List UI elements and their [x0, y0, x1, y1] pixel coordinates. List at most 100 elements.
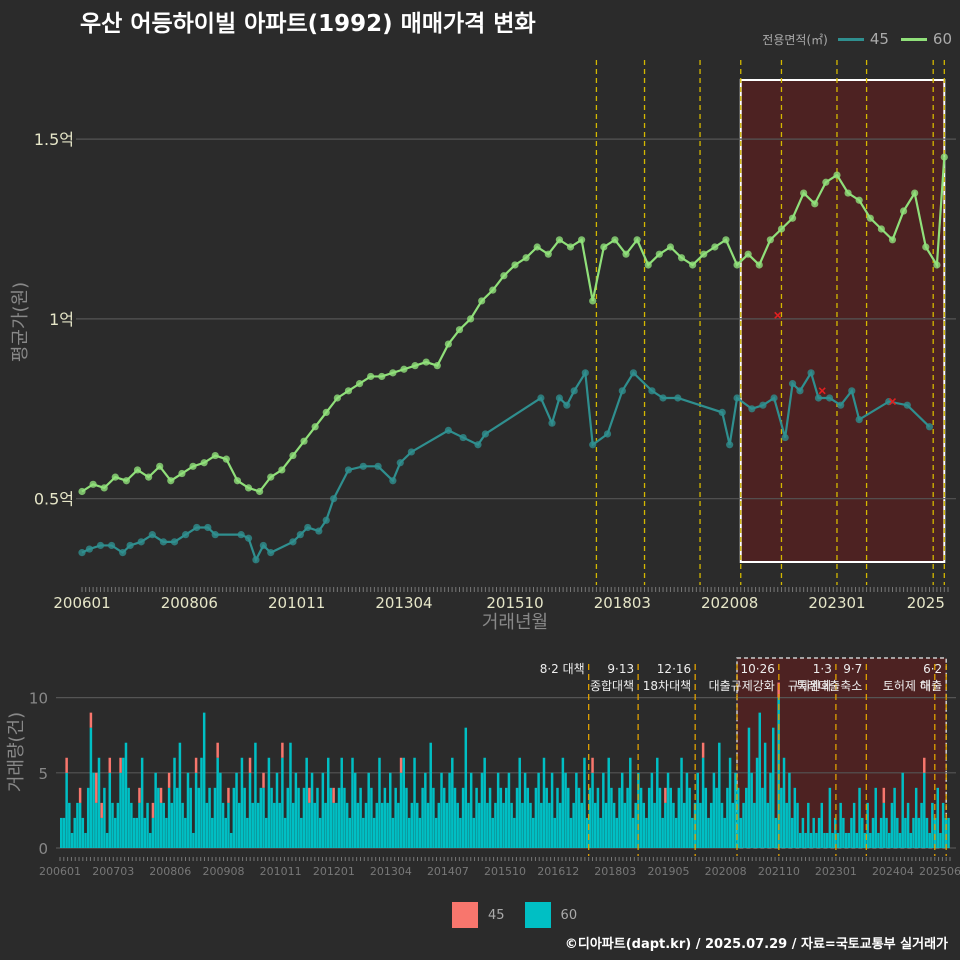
- data-point-60: [855, 196, 863, 204]
- x-tick-label: 201304: [375, 594, 432, 612]
- data-point-45: [252, 556, 260, 564]
- volume-bar-60: [362, 817, 365, 848]
- data-point-60: [566, 243, 575, 251]
- volume-bar-60: [246, 817, 249, 848]
- data-point-60: [433, 362, 441, 370]
- volume-bar-60: [165, 817, 168, 848]
- volume-bar-60: [755, 757, 759, 848]
- data-point-60: [511, 261, 519, 269]
- volume-bar-60: [553, 817, 557, 848]
- volume-bar-60: [861, 817, 864, 848]
- volume-legend: 45 60: [452, 902, 587, 928]
- volume-bar-60: [772, 727, 775, 848]
- volume-bar-60: [591, 772, 594, 848]
- volume-bar-60: [923, 772, 926, 848]
- volume-bar-60: [890, 802, 894, 848]
- highlight-region: [739, 79, 946, 563]
- volume-bar-60: [68, 802, 71, 848]
- data-point-60: [355, 380, 364, 388]
- volume-bar-60: [116, 802, 120, 848]
- volume-bar-60: [205, 802, 209, 848]
- volume-bar-60: [909, 832, 913, 848]
- data-point-60: [800, 189, 808, 197]
- data-point-45: [885, 398, 893, 406]
- volume-bar-60: [785, 802, 788, 848]
- volume-bar-60: [577, 787, 581, 848]
- volume-bar-60: [243, 787, 246, 848]
- policy-label: 6·2: [923, 662, 942, 676]
- volume-bar-60: [540, 802, 543, 848]
- volume-bar-60: [202, 712, 206, 848]
- x-tick-label: 202008: [701, 594, 758, 612]
- data-point-60: [589, 297, 597, 305]
- volume-bar-60: [305, 757, 308, 848]
- data-point-60: [411, 362, 419, 370]
- volume-bar-45: [882, 787, 886, 803]
- volume-bar-60: [281, 757, 284, 848]
- volume-bar-60: [699, 802, 702, 848]
- data-point-60: [677, 254, 686, 262]
- volume-bar-60: [451, 757, 454, 848]
- volume-bar-60: [852, 802, 856, 848]
- volume-bar-60: [140, 757, 144, 848]
- volume-bar-60: [192, 832, 195, 848]
- volume-bar-60: [669, 787, 672, 848]
- volume-bar-60: [869, 832, 872, 848]
- volume-bar-60: [70, 832, 74, 848]
- volume-bar-60: [157, 787, 160, 848]
- volume-bar-60: [240, 757, 244, 848]
- volume-bar-60: [944, 817, 948, 848]
- data-point-60: [722, 236, 730, 244]
- volume-bar-60: [653, 802, 656, 848]
- data-point-45: [267, 549, 275, 557]
- data-point-45: [629, 369, 638, 377]
- volume-bar-60: [235, 772, 238, 848]
- volume-bar-60: [178, 742, 182, 848]
- volume-bar-60: [650, 772, 654, 848]
- volume-x-tick-label: 201201: [313, 865, 355, 878]
- volume-bar-60: [60, 817, 63, 848]
- data-point-60: [133, 466, 142, 474]
- data-point-45: [555, 394, 564, 402]
- volume-bar-60: [286, 787, 290, 848]
- volume-bar-60: [796, 802, 799, 848]
- volume-bar-60: [836, 832, 840, 848]
- volume-bar-60: [882, 802, 886, 848]
- cancelled-marker: [888, 398, 897, 406]
- volume-bar-60: [291, 802, 295, 848]
- volume-legend-label-45: 45: [488, 907, 505, 923]
- policy-sublabel: 규제완화: [788, 679, 832, 693]
- data-point-45: [648, 387, 656, 395]
- volume-bar-60: [931, 802, 934, 848]
- volume-bar-60: [340, 757, 343, 848]
- volume-bar-60: [505, 787, 508, 848]
- volume-bar-60: [238, 802, 241, 848]
- volume-bar-60: [418, 817, 422, 848]
- data-point-45: [96, 541, 105, 550]
- data-point-60: [940, 153, 948, 161]
- volume-bar-60: [105, 832, 109, 848]
- volume-bar-60: [89, 727, 93, 848]
- volume-bar-60: [680, 757, 683, 848]
- data-point-45: [781, 433, 789, 442]
- data-point-60: [322, 408, 330, 416]
- data-point-45: [119, 549, 127, 557]
- volume-bar-60: [537, 772, 540, 848]
- volume-bar-60: [138, 802, 141, 848]
- volume-bar-60: [486, 802, 489, 848]
- volume-bar-60: [97, 757, 101, 848]
- volume-bar-60: [723, 817, 726, 848]
- volume-bar-60: [108, 772, 112, 848]
- volume-bar-60: [467, 802, 470, 848]
- data-point-60: [111, 473, 119, 481]
- volume-bar-60: [704, 787, 708, 848]
- volume-bar-60: [289, 742, 292, 848]
- volume-bar-60: [151, 817, 155, 848]
- data-point-45: [537, 394, 545, 402]
- volume-bar-60: [513, 817, 516, 848]
- chart-title: 우산 어등하이빌 아파트(1992) 매매가격 변화: [80, 11, 536, 37]
- x-tick-label: 201011: [268, 594, 325, 612]
- volume-bar-60: [130, 802, 133, 848]
- data-point-60: [633, 236, 641, 244]
- volume-y-tick-label: 0: [38, 840, 48, 858]
